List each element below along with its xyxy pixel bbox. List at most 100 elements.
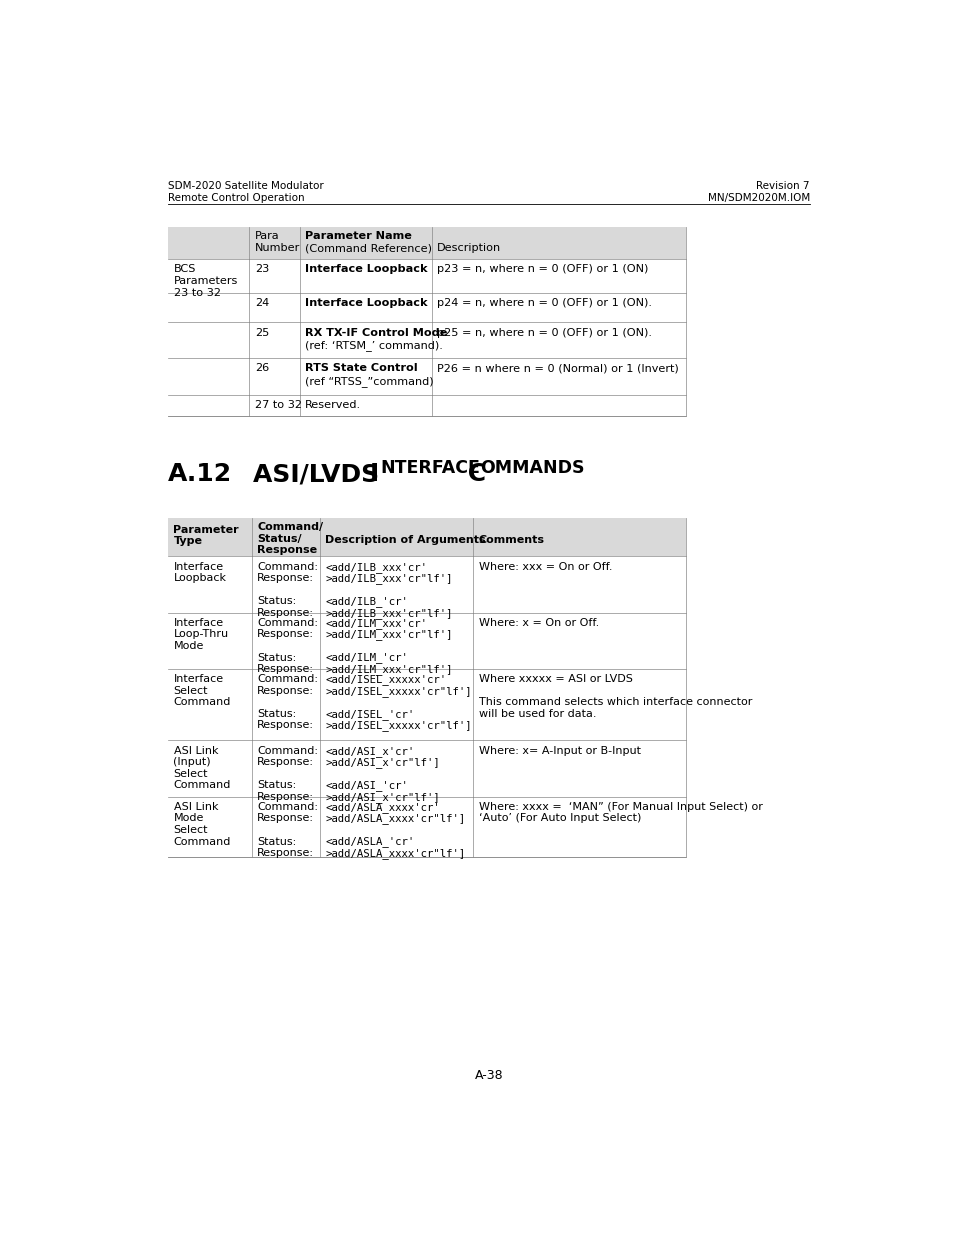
Text: Reserved.: Reserved. [305, 400, 361, 410]
Text: <add/ASI_'cr': <add/ASI_'cr' [325, 781, 408, 792]
Text: Response:: Response: [257, 573, 314, 583]
Text: Response:: Response: [257, 792, 314, 802]
Text: <add/ISEL_xxxxx'cr': <add/ISEL_xxxxx'cr' [325, 674, 446, 685]
Text: Select: Select [173, 685, 208, 695]
Text: Response:: Response: [257, 664, 314, 674]
Text: Remote Control Operation: Remote Control Operation [168, 193, 304, 204]
Text: >add/ILB_xxx'cr"lf']: >add/ILB_xxx'cr"lf'] [325, 573, 453, 584]
Text: (ref: ‘RTSM_’ command).: (ref: ‘RTSM_’ command). [305, 341, 442, 351]
Text: Command: Command [173, 836, 231, 846]
Text: 24: 24 [254, 299, 269, 309]
Text: Para: Para [254, 231, 279, 241]
Text: <add/ILB_xxx'cr': <add/ILB_xxx'cr' [325, 562, 427, 573]
Text: p25 = n, where n = 0 (OFF) or 1 (ON).: p25 = n, where n = 0 (OFF) or 1 (ON). [436, 327, 651, 337]
Text: Status:: Status: [257, 709, 296, 719]
Text: 23: 23 [254, 264, 269, 274]
Text: Status:: Status: [257, 652, 296, 662]
Text: >add/ASLA_xxxx'cr"lf']: >add/ASLA_xxxx'cr"lf'] [325, 814, 465, 825]
Text: Mode: Mode [173, 814, 204, 824]
Text: 23 to 32: 23 to 32 [173, 288, 220, 299]
Text: SDM-2020 Satellite Modulator: SDM-2020 Satellite Modulator [168, 180, 323, 190]
Text: A-38: A-38 [474, 1070, 503, 1082]
Text: (Command Reference): (Command Reference) [305, 243, 432, 253]
Text: Response:: Response: [257, 848, 314, 858]
Text: ASI/LVDS: ASI/LVDS [253, 462, 388, 487]
Text: Select: Select [173, 769, 208, 779]
Text: Command: Command [173, 781, 231, 790]
Text: >add/ILM_xxx'cr"lf']: >add/ILM_xxx'cr"lf'] [325, 630, 453, 641]
Text: <add/ISEL_'cr': <add/ISEL_'cr' [325, 709, 415, 720]
Text: Command:: Command: [257, 746, 318, 756]
Text: RTS State Control: RTS State Control [305, 363, 417, 373]
Text: will be used for data.: will be used for data. [478, 709, 596, 719]
Text: 27 to 32: 27 to 32 [254, 400, 301, 410]
Text: Description of Arguments: Description of Arguments [325, 535, 485, 545]
Text: p24 = n, where n = 0 (OFF) or 1 (ON).: p24 = n, where n = 0 (OFF) or 1 (ON). [436, 299, 651, 309]
Text: Parameter Name: Parameter Name [305, 231, 412, 241]
Text: Response:: Response: [257, 720, 314, 730]
Text: <add/ILM_'cr': <add/ILM_'cr' [325, 652, 408, 663]
Text: >add/ILM_xxx'cr"lf']: >add/ILM_xxx'cr"lf'] [325, 664, 453, 676]
Text: <add/ASLA_xxxx'cr': <add/ASLA_xxxx'cr' [325, 802, 439, 813]
Text: Loopback: Loopback [173, 573, 226, 583]
Text: Loop-Thru: Loop-Thru [173, 630, 229, 640]
Text: Mode: Mode [173, 641, 204, 651]
Text: Type: Type [173, 536, 202, 546]
Text: Command:: Command: [257, 674, 318, 684]
Text: >add/ILB_xxx'cr"lf']: >add/ILB_xxx'cr"lf'] [325, 608, 453, 619]
Text: ASI Link: ASI Link [173, 802, 218, 811]
Text: Description: Description [436, 243, 500, 253]
Bar [168, 517, 685, 556]
Text: >add/ISEL_xxxxx'cr"lf']: >add/ISEL_xxxxx'cr"lf'] [325, 685, 472, 697]
Text: I: I [369, 462, 378, 487]
Text: A.12: A.12 [168, 462, 232, 487]
Bar [168, 259, 685, 293]
Text: Status:: Status: [257, 836, 296, 846]
Text: ‘Auto’ (For Auto Input Select): ‘Auto’ (For Auto Input Select) [478, 814, 640, 824]
Text: OMMANDS: OMMANDS [479, 459, 584, 477]
Text: >add/ASLA_xxxx'cr"lf']: >add/ASLA_xxxx'cr"lf'] [325, 848, 465, 860]
Text: Revision 7: Revision 7 [756, 180, 809, 190]
Text: This command selects which interface connector: This command selects which interface con… [478, 698, 751, 708]
Bar [168, 556, 685, 613]
Bar [168, 613, 685, 668]
Text: Interface: Interface [173, 562, 223, 572]
Text: <add/ILB_'cr': <add/ILB_'cr' [325, 597, 408, 608]
Text: Interface: Interface [173, 674, 223, 684]
Text: Command: Command [173, 698, 231, 708]
Bar [168, 322, 685, 358]
Text: Interface Loopback: Interface Loopback [305, 264, 428, 274]
Text: <add/ILM_xxx'cr': <add/ILM_xxx'cr' [325, 618, 427, 629]
Text: BCS: BCS [173, 264, 195, 274]
Text: >add/ISEL_xxxxx'cr"lf']: >add/ISEL_xxxxx'cr"lf'] [325, 720, 472, 731]
Bar [168, 797, 685, 857]
Text: Response:: Response: [257, 757, 314, 767]
Text: Interface Loopback: Interface Loopback [305, 299, 428, 309]
Text: Status:: Status: [257, 597, 296, 606]
Text: Number: Number [254, 243, 300, 253]
Bar [168, 395, 685, 416]
Text: Response:: Response: [257, 608, 314, 618]
Text: P26 = n where n = 0 (Normal) or 1 (Invert): P26 = n where n = 0 (Normal) or 1 (Inver… [436, 363, 678, 373]
Text: >add/ASI_x'cr"lf']: >add/ASI_x'cr"lf'] [325, 792, 439, 803]
Text: <add/ASI_x'cr': <add/ASI_x'cr' [325, 746, 415, 757]
Bar [168, 740, 685, 797]
Text: Parameter: Parameter [173, 525, 239, 535]
Text: Command/: Command/ [257, 522, 323, 532]
Text: <add/ASLA_'cr': <add/ASLA_'cr' [325, 836, 415, 847]
Text: Status/: Status/ [257, 534, 301, 543]
Text: Response:: Response: [257, 814, 314, 824]
Text: Parameters: Parameters [173, 277, 237, 287]
Bar [168, 293, 685, 322]
Text: Command:: Command: [257, 802, 318, 811]
Text: 26: 26 [254, 363, 269, 373]
Text: RX TX-IF Control Mode: RX TX-IF Control Mode [305, 327, 447, 337]
Text: Response:: Response: [257, 630, 314, 640]
Text: Response: Response [257, 545, 317, 556]
Text: C: C [458, 462, 486, 487]
Text: Where: x= A-Input or B-Input: Where: x= A-Input or B-Input [478, 746, 640, 756]
Bar [168, 668, 685, 740]
Text: NTERFACE: NTERFACE [379, 459, 479, 477]
Text: Where: xxx = On or Off.: Where: xxx = On or Off. [478, 562, 612, 572]
Bar [168, 227, 685, 416]
